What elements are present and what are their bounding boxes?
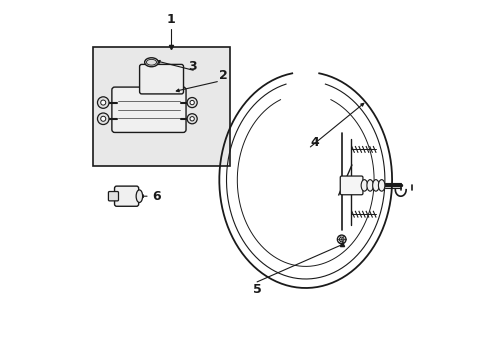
Ellipse shape: [372, 180, 378, 191]
FancyBboxPatch shape: [112, 87, 185, 132]
Bar: [93, 47, 230, 166]
Ellipse shape: [378, 180, 384, 191]
Text: 6: 6: [152, 190, 160, 203]
Text: 3: 3: [187, 60, 196, 73]
Ellipse shape: [361, 180, 367, 191]
Ellipse shape: [136, 190, 142, 202]
Text: 4: 4: [310, 136, 319, 149]
Ellipse shape: [337, 235, 346, 244]
FancyBboxPatch shape: [114, 186, 139, 206]
Ellipse shape: [190, 117, 194, 121]
Ellipse shape: [101, 100, 105, 105]
Ellipse shape: [187, 98, 197, 108]
Ellipse shape: [339, 237, 344, 242]
Text: 1: 1: [166, 13, 175, 26]
Ellipse shape: [190, 100, 194, 105]
Ellipse shape: [101, 116, 105, 121]
Ellipse shape: [97, 113, 109, 125]
Ellipse shape: [97, 97, 109, 108]
FancyBboxPatch shape: [340, 176, 362, 195]
Ellipse shape: [187, 114, 197, 124]
Text: 5: 5: [252, 283, 261, 296]
FancyBboxPatch shape: [139, 64, 183, 94]
FancyBboxPatch shape: [108, 192, 118, 201]
Text: 2: 2: [219, 69, 227, 82]
Ellipse shape: [144, 58, 158, 67]
Ellipse shape: [366, 180, 373, 191]
